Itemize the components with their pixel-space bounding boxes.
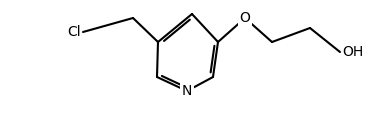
Text: OH: OH <box>342 45 363 59</box>
Text: O: O <box>239 11 250 25</box>
Text: Cl: Cl <box>67 25 81 39</box>
Text: N: N <box>182 84 192 98</box>
